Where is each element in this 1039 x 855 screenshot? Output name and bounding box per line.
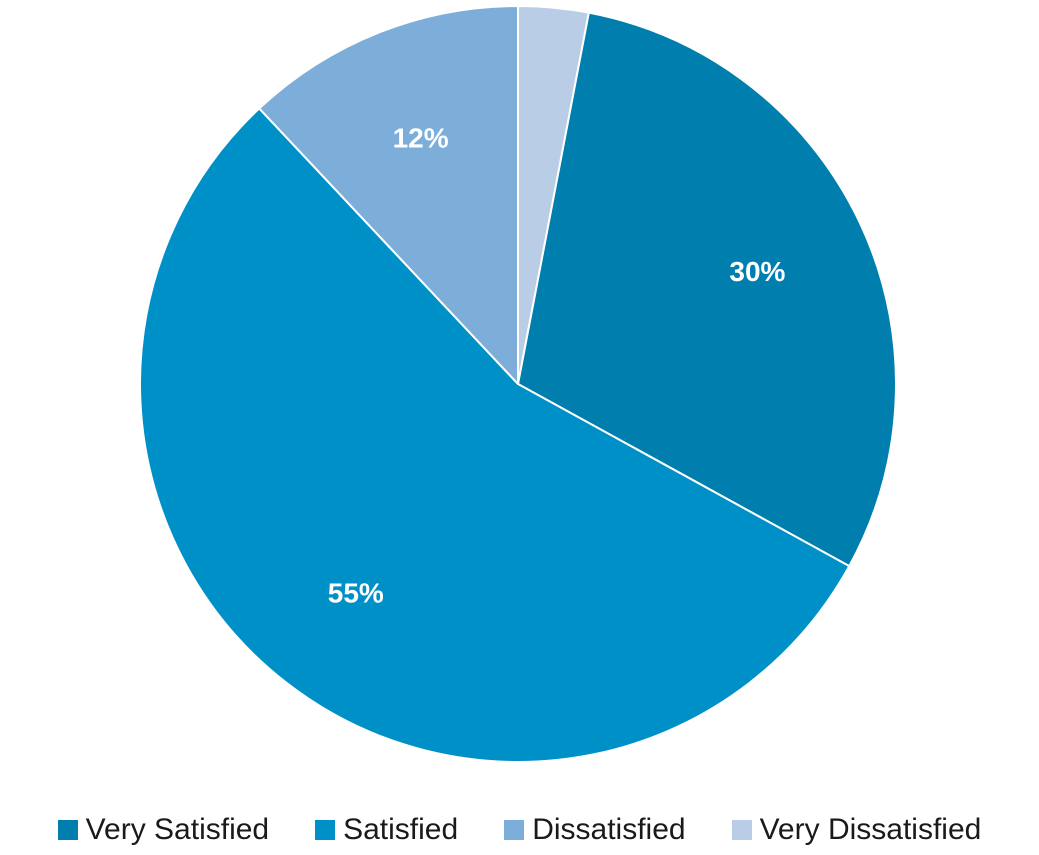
legend-item-very-dissatisfied: Very Dissatisfied	[731, 813, 982, 847]
data-label-dissatisfied: 12%	[393, 122, 449, 153]
slice-labels: 30% 55% 12%	[328, 122, 786, 608]
pie-slice-satisfied	[138, 107, 851, 764]
legend: Very Satisfied Satisfied Dissatisfied Ve…	[0, 808, 1039, 852]
legend-label-satisfied: Satisfied	[343, 813, 459, 846]
legend-swatch-very-satisfied	[57, 820, 78, 840]
pie-slices	[138, 5, 897, 764]
pie-chart: 30% 55% 12%	[138, 5, 897, 764]
data-label-very-satisfied: 30%	[729, 256, 785, 287]
legend-item-satisfied: Satisfied	[315, 813, 458, 847]
data-label-satisfied: 55%	[328, 578, 384, 609]
legend-label-dissatisfied: Dissatisfied	[532, 813, 686, 846]
pie-slice-very-satisfied	[517, 11, 897, 568]
legend-label-very-satisfied: Very Satisfied	[85, 813, 270, 846]
legend-swatch-very-dissatisfied	[731, 820, 752, 840]
legend-swatch-dissatisfied	[504, 820, 525, 840]
legend-label-very-dissatisfied: Very Dissatisfied	[759, 813, 982, 846]
legend-item-dissatisfied: Dissatisfied	[504, 813, 686, 847]
pie-slice-dissatisfied	[258, 5, 519, 385]
legend-swatch-satisfied	[315, 820, 336, 840]
legend-item-very-satisfied: Very Satisfied	[57, 813, 270, 847]
